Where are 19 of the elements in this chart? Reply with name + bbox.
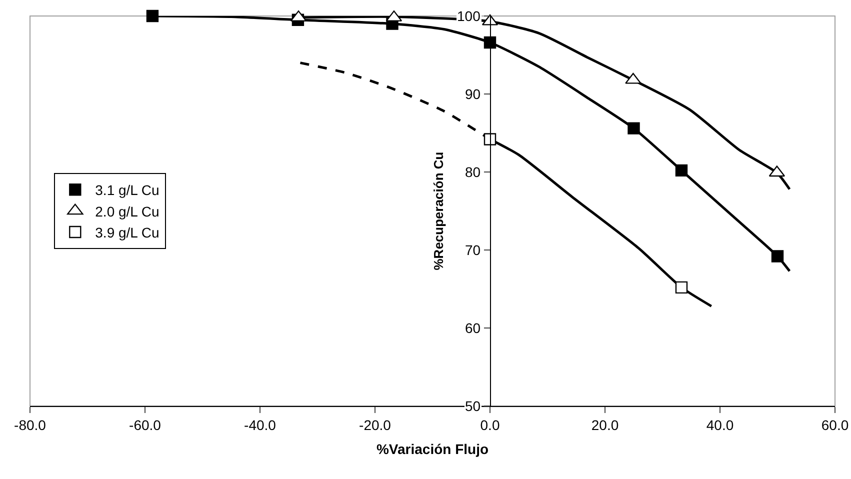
- y-tick-label: 70: [465, 242, 481, 258]
- y-tick-label: 80: [465, 164, 481, 180]
- x-tick-label: -40.0: [244, 416, 276, 433]
- x-tick-label: -80.0: [14, 416, 46, 433]
- y-tick-label: 60: [465, 320, 481, 336]
- x-axis-title: %Variación Flujo: [376, 441, 489, 458]
- legend-label: 2.0 g/L Cu: [95, 203, 160, 220]
- x-tick-label: 40.0: [706, 416, 734, 433]
- y-tick-label: 50: [465, 398, 481, 414]
- y-tick-label: 90: [465, 86, 481, 102]
- y-axis-title: %Recuperación Cu: [430, 152, 446, 270]
- legend-label: 3.1 g/L Cu: [95, 182, 160, 198]
- x-tick-label: -20.0: [359, 416, 392, 433]
- x-tick-label: 0.0: [480, 416, 500, 433]
- x-tick-label: 20.0: [591, 416, 619, 433]
- y-tick-label: 100: [457, 8, 481, 24]
- legend-label: 3.9 g/L Cu: [95, 224, 160, 240]
- x-tick-label: -60.0: [129, 416, 162, 433]
- x-tick-label: 60.0: [821, 416, 849, 433]
